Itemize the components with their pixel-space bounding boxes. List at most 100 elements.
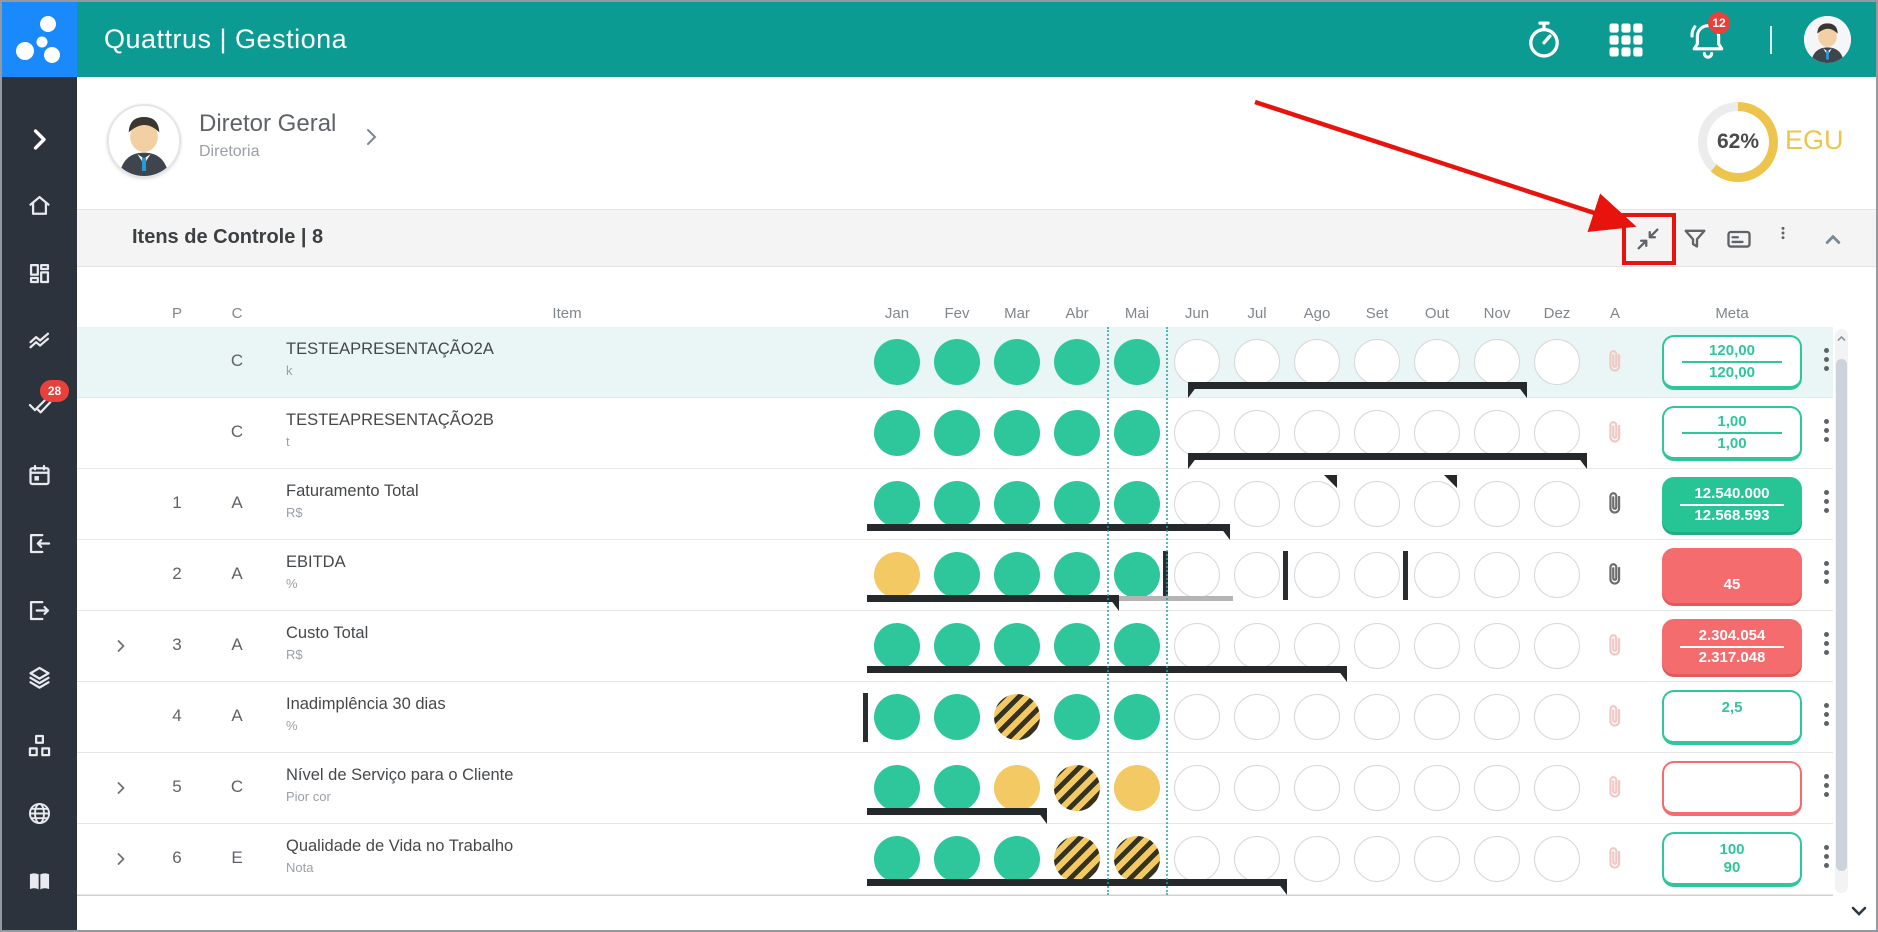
status-circle-out[interactable] — [1414, 623, 1460, 669]
status-circle-out[interactable] — [1414, 765, 1460, 811]
status-circle-fev[interactable] — [934, 765, 980, 811]
attachment-icon[interactable] — [1601, 561, 1629, 589]
status-circle-mai[interactable] — [1114, 623, 1160, 669]
status-circle-mar[interactable] — [994, 765, 1040, 811]
row-menu-button[interactable] — [1819, 561, 1833, 584]
status-circle-ago[interactable] — [1294, 765, 1340, 811]
status-circle-mai[interactable] — [1114, 339, 1160, 385]
status-circle-mai[interactable] — [1114, 481, 1160, 527]
status-circle-jun[interactable] — [1174, 552, 1220, 598]
status-circle-fev[interactable] — [934, 623, 980, 669]
apps-grid-icon[interactable] — [1604, 18, 1648, 62]
table-scrollbar-thumb[interactable] — [1836, 359, 1847, 871]
status-circle-jan[interactable] — [874, 410, 920, 456]
status-circle-abr[interactable] — [1054, 339, 1100, 385]
item-cell[interactable]: Faturamento Total R$ — [286, 482, 826, 520]
status-circle-jun[interactable] — [1174, 836, 1220, 882]
collapse-panel-icon[interactable] — [1634, 225, 1662, 253]
status-circle-ago[interactable] — [1294, 623, 1340, 669]
status-circle-jan[interactable] — [874, 552, 920, 598]
attachment-icon[interactable] — [1601, 845, 1629, 873]
status-circle-dez[interactable] — [1534, 765, 1580, 811]
status-circle-jan[interactable] — [874, 623, 920, 669]
status-circle-abr[interactable] — [1054, 836, 1100, 882]
row-menu-button[interactable] — [1819, 632, 1833, 655]
status-circle-set[interactable] — [1354, 339, 1400, 385]
row-menu-button[interactable] — [1819, 419, 1833, 442]
sidebar-item-home[interactable] — [2, 183, 77, 227]
scrollbar-up-arrow-icon[interactable] — [1834, 331, 1849, 346]
status-circle-ago[interactable] — [1294, 481, 1340, 527]
status-circle-jan[interactable] — [874, 339, 920, 385]
sidebar-item-org-chart[interactable] — [2, 723, 77, 767]
row-menu-button[interactable] — [1819, 348, 1833, 371]
status-circle-dez[interactable] — [1534, 339, 1580, 385]
status-circle-set[interactable] — [1354, 694, 1400, 740]
status-circle-dez[interactable] — [1534, 623, 1580, 669]
status-circle-nov[interactable] — [1474, 481, 1520, 527]
status-circle-nov[interactable] — [1474, 623, 1520, 669]
sidebar-item-expand-menu[interactable] — [2, 117, 77, 161]
meta-box[interactable]: 45 — [1662, 548, 1802, 603]
status-circle-out[interactable] — [1414, 481, 1460, 527]
meta-box[interactable]: 1,00 1,00 — [1662, 406, 1802, 461]
panel-menu-kebab-icon[interactable] — [1775, 225, 1791, 253]
item-cell[interactable]: TESTEAPRESENTAÇÃO2A k — [286, 340, 826, 378]
status-circle-mar[interactable] — [994, 694, 1040, 740]
status-circle-mar[interactable] — [994, 623, 1040, 669]
status-circle-nov[interactable] — [1474, 694, 1520, 740]
status-circle-nov[interactable] — [1474, 836, 1520, 882]
status-circle-jul[interactable] — [1234, 623, 1280, 669]
status-circle-jul[interactable] — [1234, 694, 1280, 740]
status-circle-out[interactable] — [1414, 694, 1460, 740]
row-menu-button[interactable] — [1819, 774, 1833, 797]
status-circle-jul[interactable] — [1234, 410, 1280, 456]
status-circle-dez[interactable] — [1534, 836, 1580, 882]
status-circle-abr[interactable] — [1054, 410, 1100, 456]
card-view-icon[interactable] — [1725, 225, 1753, 253]
attachment-icon[interactable] — [1601, 419, 1629, 447]
user-avatar[interactable] — [1804, 16, 1851, 63]
status-circle-abr[interactable] — [1054, 481, 1100, 527]
profile-chevron-right-icon[interactable] — [359, 125, 383, 149]
status-circle-jun[interactable] — [1174, 765, 1220, 811]
status-circle-set[interactable] — [1354, 765, 1400, 811]
status-circle-mar[interactable] — [994, 481, 1040, 527]
item-cell[interactable]: Nível de Serviço para o Cliente Pior cor — [286, 766, 826, 804]
status-circle-jul[interactable] — [1234, 836, 1280, 882]
item-cell[interactable]: TESTEAPRESENTAÇÃO2B t — [286, 411, 826, 449]
status-circle-jun[interactable] — [1174, 481, 1220, 527]
status-circle-jun[interactable] — [1174, 694, 1220, 740]
status-circle-nov[interactable] — [1474, 339, 1520, 385]
expand-row-button[interactable] — [111, 849, 131, 869]
meta-box[interactable]: 120,00 120,00 — [1662, 335, 1802, 390]
status-circle-dez[interactable] — [1534, 694, 1580, 740]
status-circle-ago[interactable] — [1294, 410, 1340, 456]
status-circle-jul[interactable] — [1234, 481, 1280, 527]
attachment-icon[interactable] — [1601, 632, 1629, 660]
status-circle-fev[interactable] — [934, 552, 980, 598]
status-circle-set[interactable] — [1354, 623, 1400, 669]
sidebar-item-dashboard[interactable] — [2, 251, 77, 295]
status-circle-jun[interactable] — [1174, 339, 1220, 385]
status-circle-nov[interactable] — [1474, 410, 1520, 456]
meta-box[interactable]: 100 90 — [1662, 832, 1802, 887]
attachment-icon[interactable] — [1601, 348, 1629, 376]
sidebar-item-check-out[interactable] — [2, 588, 77, 632]
status-circle-fev[interactable] — [934, 694, 980, 740]
status-circle-mar[interactable] — [994, 552, 1040, 598]
status-circle-set[interactable] — [1354, 481, 1400, 527]
attachment-icon[interactable] — [1601, 774, 1629, 802]
status-circle-mai[interactable] — [1114, 765, 1160, 811]
sidebar-item-knowledge-base[interactable] — [2, 859, 77, 903]
status-circle-jan[interactable] — [874, 765, 920, 811]
status-circle-set[interactable] — [1354, 410, 1400, 456]
sidebar-item-indicators[interactable] — [2, 318, 77, 362]
attachment-icon[interactable] — [1601, 703, 1629, 731]
status-circle-abr[interactable] — [1054, 552, 1100, 598]
expand-row-button[interactable] — [111, 636, 131, 656]
status-circle-mar[interactable] — [994, 410, 1040, 456]
collapse-chevron-up-icon[interactable] — [1819, 225, 1847, 253]
status-circle-fev[interactable] — [934, 836, 980, 882]
status-circle-abr[interactable] — [1054, 623, 1100, 669]
